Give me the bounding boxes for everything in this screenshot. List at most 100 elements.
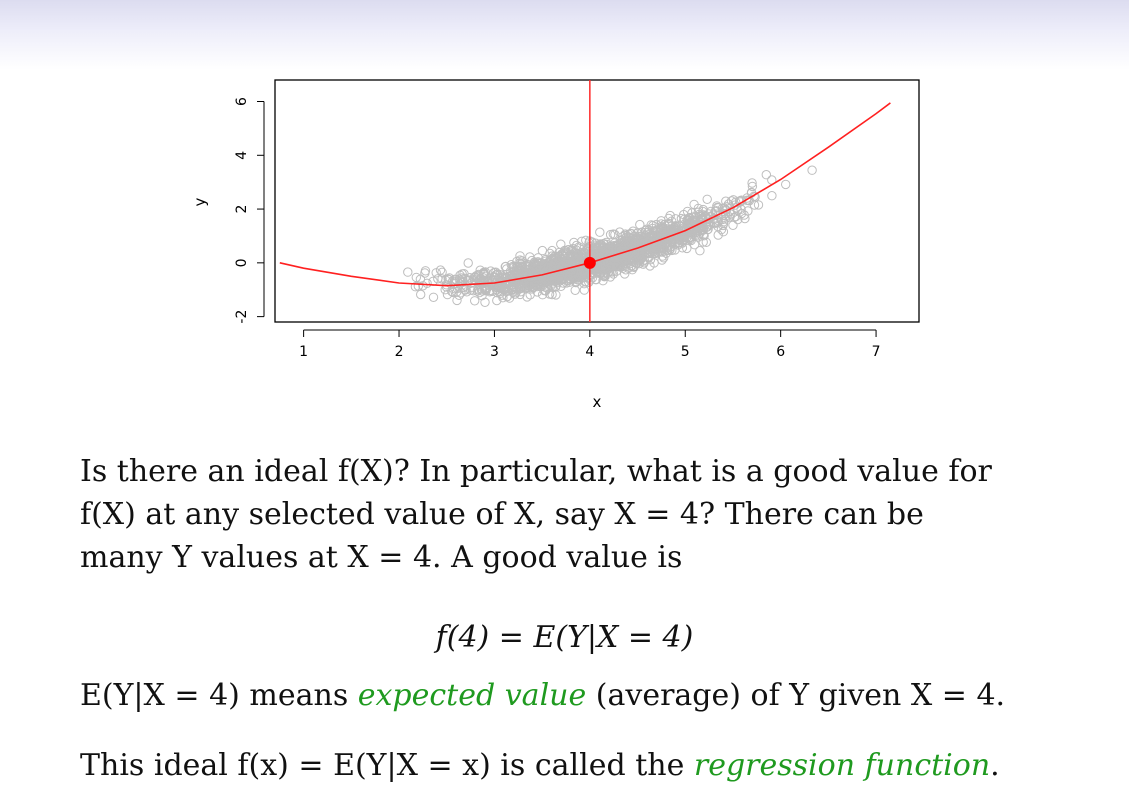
scatter-point: [670, 245, 680, 255]
highlight-point: [583, 256, 596, 269]
scatter-point: [637, 253, 647, 263]
scatter-point: [472, 286, 482, 296]
scatter-point: [679, 232, 689, 243]
scatter-point: [667, 216, 677, 226]
scatter-point: [521, 283, 531, 293]
scatter-point: [454, 290, 464, 301]
scatter-point: [686, 232, 696, 242]
scatter-point: [683, 218, 693, 229]
regression-equation: f(4) = E(Y|X = 4): [0, 620, 1129, 655]
expected-value-pre: E(Y|X = 4) means: [80, 678, 358, 713]
scatter-point: [753, 200, 764, 210]
scatter-point: [726, 196, 737, 206]
scatter-point: [716, 224, 727, 235]
scatter-point: [649, 226, 659, 236]
scatter-point: [511, 283, 522, 294]
scatter-point: [626, 228, 637, 239]
scatter-point: [480, 297, 490, 308]
scatter-point: [651, 219, 662, 230]
x-tick-label: 6: [776, 344, 785, 360]
scatter-point: [620, 269, 630, 279]
scatter-point: [638, 259, 648, 269]
scatter-point: [557, 251, 567, 261]
x-tick-label: 7: [872, 344, 881, 360]
scatter-point: [463, 258, 473, 268]
scatter-point: [639, 255, 649, 265]
scatter-point: [761, 170, 771, 180]
x-tick-label: 1: [299, 344, 308, 360]
scatter-point: [712, 201, 722, 211]
scatter-point: [632, 243, 642, 254]
scatter-point: [420, 266, 431, 276]
intro-line-3: many Y values at X = 4. A good value is: [80, 540, 683, 575]
scatter-point: [544, 275, 554, 285]
scatter-point: [642, 224, 652, 234]
scatter-point: [767, 191, 777, 201]
scatter-point: [661, 223, 671, 234]
scatter-point: [725, 209, 736, 219]
scatter-point: [437, 267, 447, 278]
scatter-point: [590, 249, 601, 260]
scatter-point: [533, 253, 543, 263]
scatter-point: [415, 274, 426, 284]
scatter-point: [695, 246, 705, 256]
scatter-point: [717, 214, 727, 225]
scatter-point: [473, 285, 484, 295]
regression-function-post: .: [990, 748, 1000, 783]
y-tick-label: 4: [234, 151, 250, 160]
scatter-point: [747, 178, 757, 188]
y-tick-label: 6: [234, 97, 250, 106]
scatter-point: [649, 246, 659, 257]
scatter-point: [534, 258, 544, 269]
scatter-point: [695, 211, 705, 222]
scatter-point: [545, 255, 555, 266]
scatter-point: [728, 195, 739, 205]
scatter-point: [492, 285, 502, 295]
scatter-point: [428, 292, 439, 303]
scatter-point: [608, 244, 618, 254]
scatter-point: [534, 265, 545, 276]
scatter-point: [659, 243, 669, 254]
y-axis: -2 0 2 4 6: [234, 97, 265, 324]
scatter-point: [665, 210, 675, 221]
scatter-point: [704, 209, 714, 219]
scatter-point: [731, 211, 741, 222]
scatter-point: [728, 220, 738, 231]
scatter-point: [702, 194, 712, 205]
scatter-point: [574, 242, 584, 252]
scatter-point: [499, 284, 509, 294]
regression-function-term: regression function: [693, 748, 991, 783]
y-tick-label: -2: [234, 310, 250, 324]
plot-frame: [274, 79, 920, 323]
regression-function-pre: This ideal f(x) = E(Y|X = x) is called t…: [80, 748, 694, 783]
scatter-point: [579, 279, 589, 289]
scatter-point: [557, 274, 567, 285]
scatter-point: [670, 232, 680, 242]
x-tick-label: 2: [395, 344, 404, 360]
scatter-point: [537, 245, 548, 256]
scatter-point: [609, 253, 619, 263]
scatter-point: [433, 274, 443, 284]
scatter-point: [460, 285, 470, 295]
scatter-point: [527, 284, 537, 294]
scatter-point: [413, 281, 423, 291]
scatter-point: [662, 237, 672, 248]
scatter-point: [461, 281, 471, 291]
scatter-point: [495, 269, 505, 280]
scatter-point: [465, 273, 475, 283]
scatter-point: [645, 261, 655, 271]
scatter-point: [411, 272, 421, 283]
intro-line-1: Is there an ideal f(X)? In particular, w…: [80, 454, 992, 489]
scatter-point: [611, 261, 622, 272]
scatter-point: [605, 229, 616, 240]
regression-function-line: This ideal f(x) = E(Y|X = x) is called t…: [80, 744, 1080, 787]
scatter-point: [579, 272, 589, 283]
scatter-point: [492, 288, 503, 298]
scatter-point: [547, 289, 557, 300]
expected-value-line: E(Y|X = 4) means expected value (average…: [80, 674, 1080, 717]
scatter-point: [531, 274, 541, 284]
scatter-point: [807, 165, 817, 175]
scatter-point: [781, 179, 791, 190]
x-axis: 1 2 3 4 5 6 7: [299, 329, 881, 360]
equation-text: f(4) = E(Y|X = 4): [435, 620, 694, 655]
